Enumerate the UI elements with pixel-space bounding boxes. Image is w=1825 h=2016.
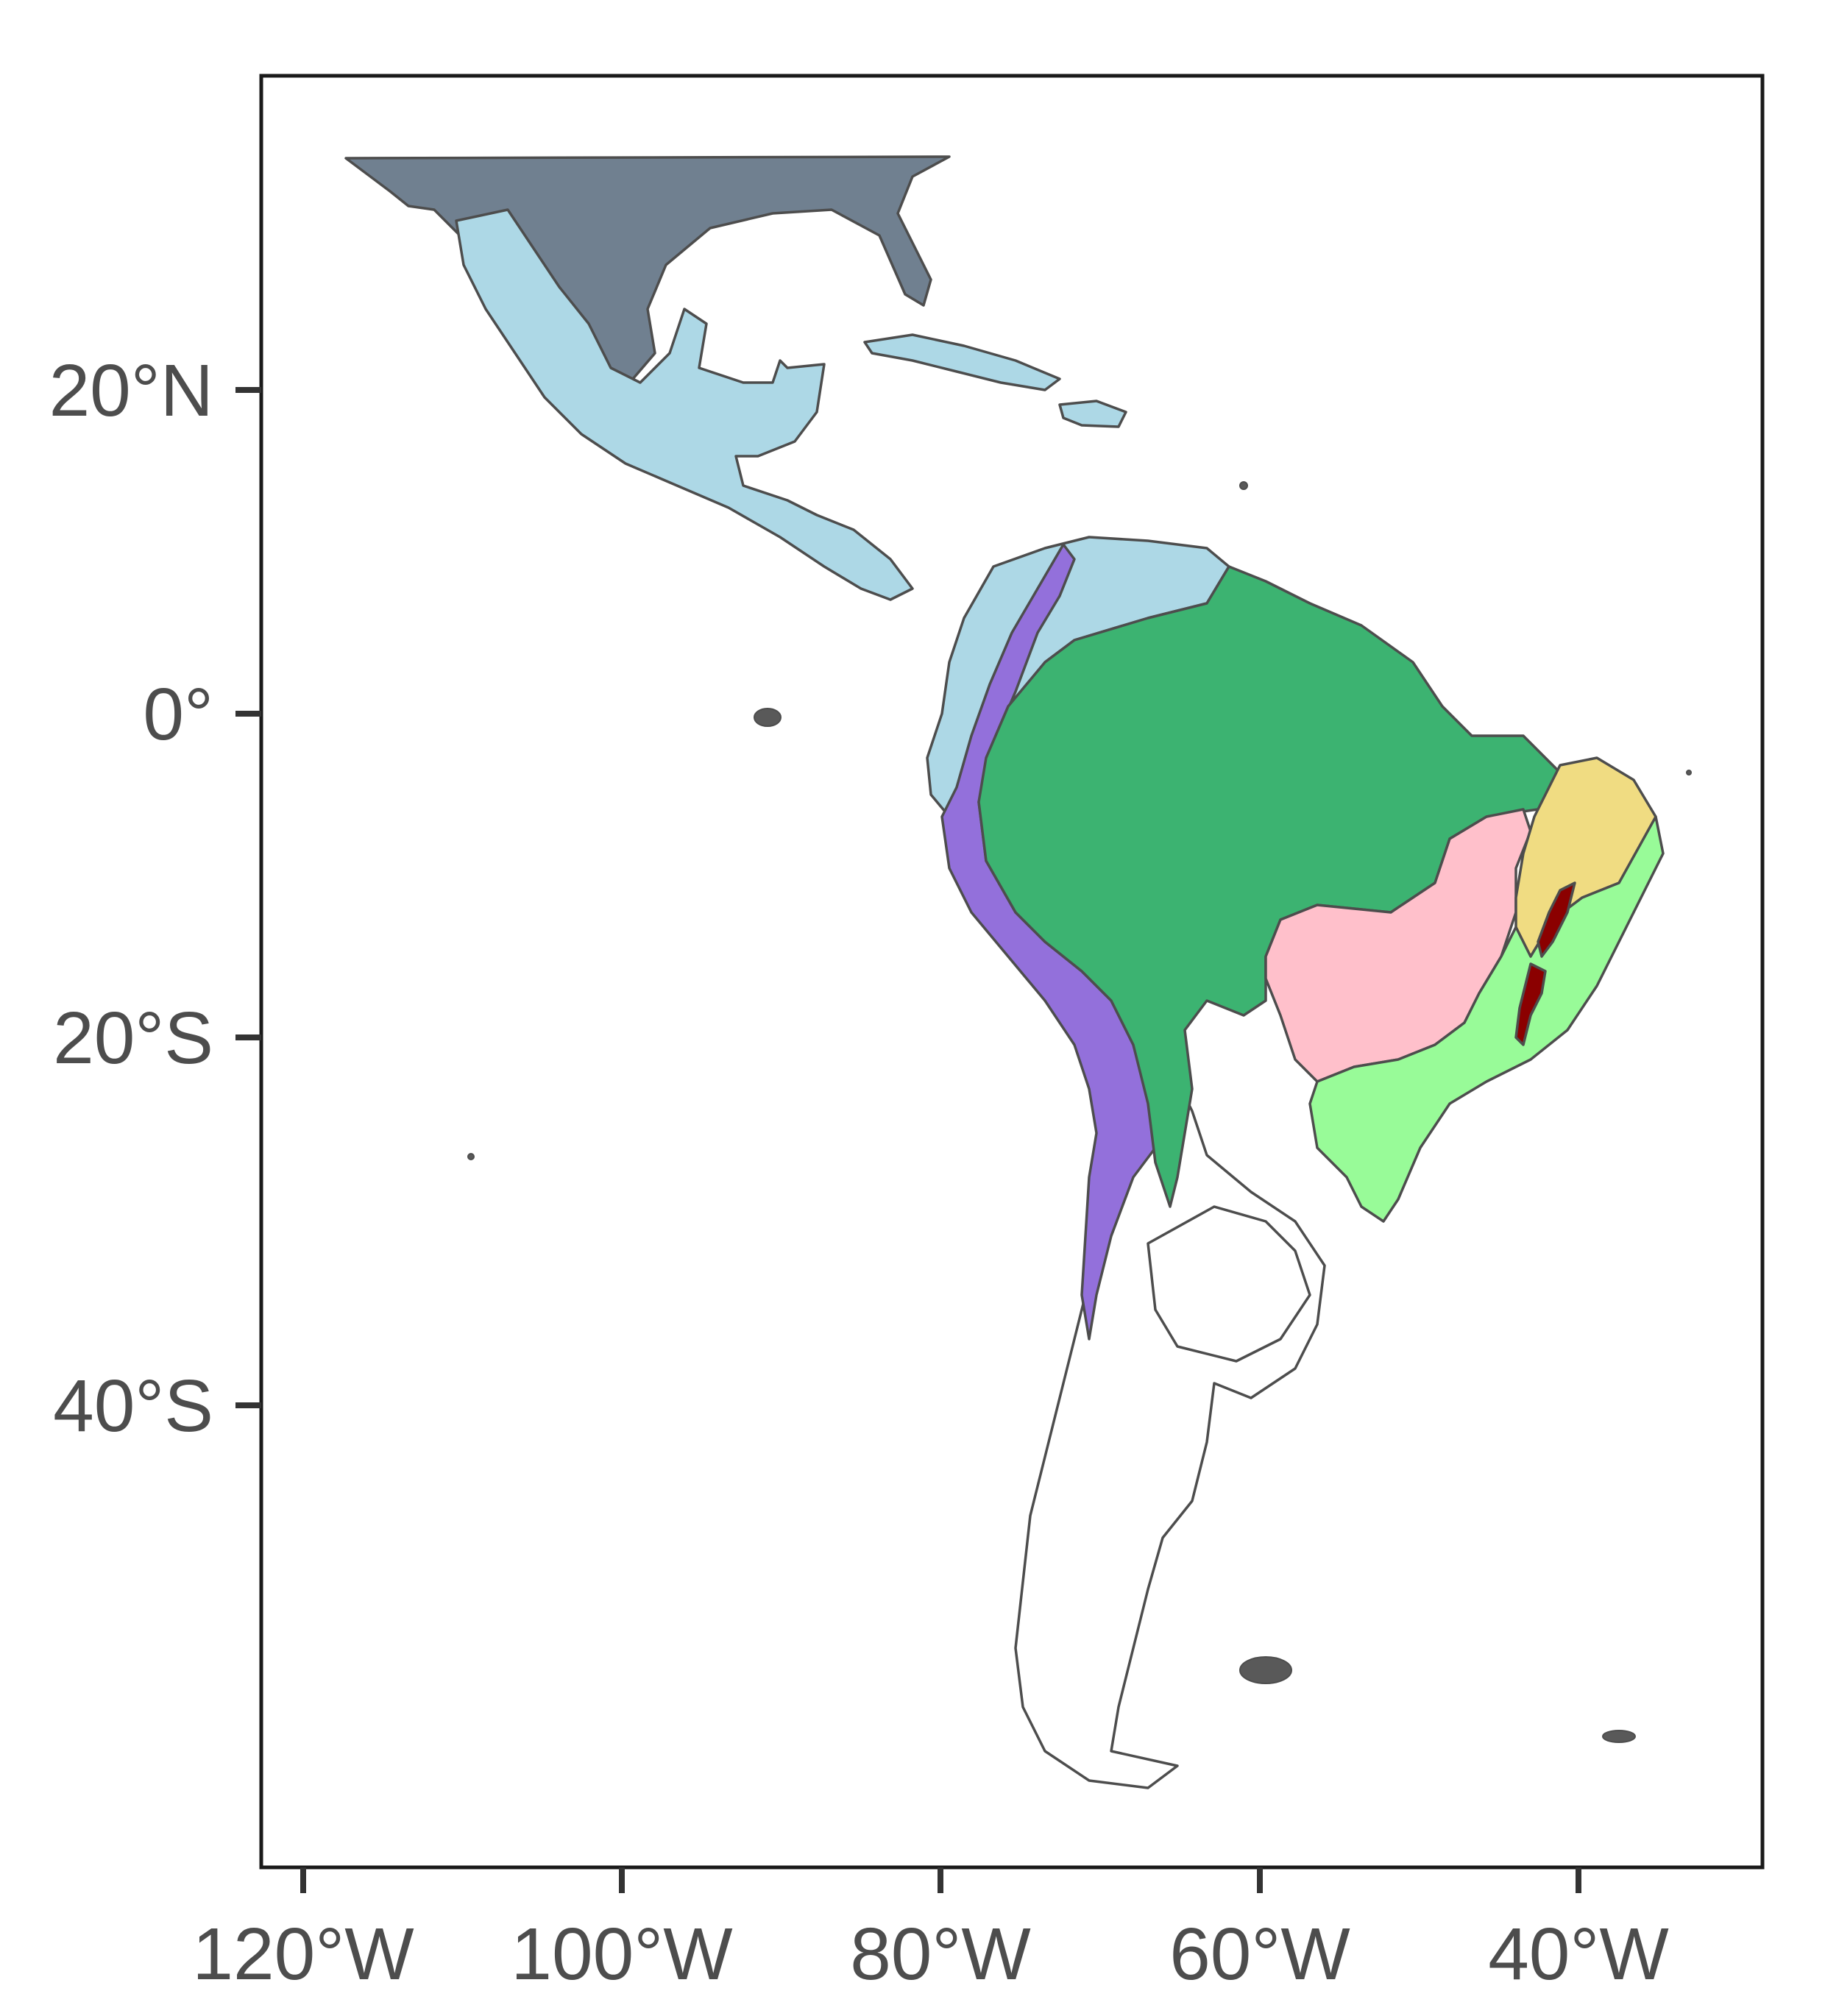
x-tick-label: 100°W [511, 1913, 733, 1995]
y-tick-label: 40°S [53, 1365, 213, 1447]
y-tick-label: 20°N [49, 349, 213, 432]
map-panel-border [259, 74, 1765, 1870]
small-atlantic-island [1686, 770, 1692, 775]
lesser-antilles-islands [1239, 481, 1248, 490]
x-axis: 120°W 100°W 80°W 60°W 40°W [192, 1867, 1669, 1995]
south-georgia-island [1602, 1730, 1636, 1743]
falkland-islands [1239, 1656, 1292, 1684]
small-pacific-island [467, 1153, 475, 1160]
central-america-region [455, 208, 914, 601]
x-tick-label: 40°W [1488, 1913, 1669, 1995]
campos-rupestres-north [1537, 881, 1576, 958]
y-tick-label: 20°S [53, 997, 213, 1079]
campos-rupestres-south [1514, 962, 1547, 1046]
pampas-outline [1147, 1205, 1311, 1363]
y-axis: 20°N 0° 20°S 40°S [49, 349, 261, 1447]
galapagos-islands [754, 708, 782, 727]
hispaniola-region [1058, 400, 1127, 428]
y-tick-label: 0° [143, 673, 213, 756]
x-tick-label: 60°W [1169, 1913, 1350, 1995]
mexico-region [344, 155, 951, 384]
x-tick-label: 120°W [192, 1913, 414, 1995]
x-tick-label: 80°W [850, 1913, 1031, 1995]
atlantic-forest-region [1308, 815, 1665, 1223]
cuba-region [863, 333, 1061, 391]
map-regions [344, 155, 1692, 1789]
